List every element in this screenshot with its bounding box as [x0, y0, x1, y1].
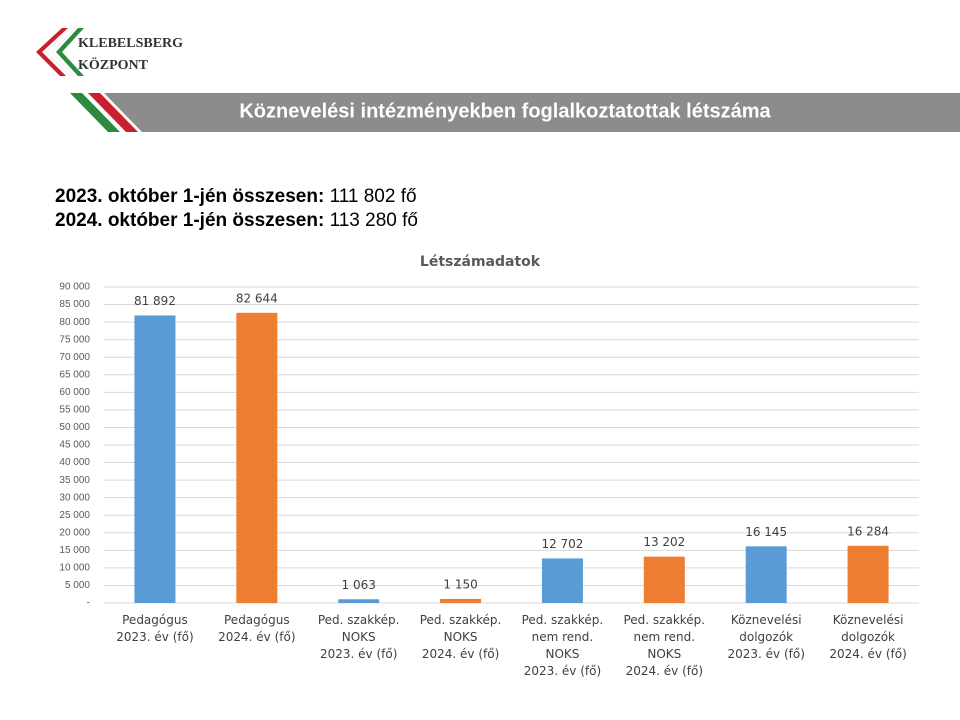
data-label: 16 145 — [745, 525, 787, 539]
logo-text: KÖZPONT — [78, 56, 149, 73]
y-tick-label: 55 000 — [59, 405, 90, 416]
summary-line: 2023. október 1-jén összesen: 111 802 fő — [55, 186, 417, 208]
bar — [440, 598, 482, 603]
x-tick-label: Pedagógus 2024. év (fő) — [218, 613, 296, 644]
bar — [847, 545, 889, 603]
logo-text: KLEBELSBERG — [78, 36, 183, 51]
data-label: 13 202 — [643, 535, 685, 549]
y-tick-label: 40 000 — [59, 457, 90, 468]
y-tick-label: 30 000 — [59, 492, 90, 503]
y-tick-label: 90 000 — [59, 282, 90, 293]
summary-value: 111 802 fő — [329, 186, 417, 207]
bar — [338, 599, 380, 603]
bar — [745, 546, 787, 603]
y-tick-label: 15 000 — [59, 545, 90, 556]
x-tick-label: Köznevelési dolgozók 2023. év (fő) — [727, 613, 805, 661]
data-label: 12 702 — [541, 537, 583, 551]
summary-label: 2024. október 1-jén összesen: — [55, 210, 325, 231]
y-tick-label: 45 000 — [59, 440, 90, 451]
summary-value: 113 280 fő — [329, 210, 418, 231]
x-tick-label: Ped. szakkép. nem rend. NOKS 2023. év (f… — [521, 613, 604, 678]
data-label: 1 063 — [342, 578, 376, 592]
y-tick-label: 35 000 — [59, 475, 90, 486]
x-tick-label: Ped. szakkép. NOKS 2024. év (fő) — [419, 613, 502, 661]
logo-mark — [36, 27, 84, 77]
x-tick-label: Pedagógus 2023. év (fő) — [116, 613, 194, 644]
header-stripes — [70, 93, 960, 132]
y-tick-label: 20 000 — [59, 527, 90, 538]
x-tick-label: Ped. szakkép. nem rend. NOKS 2024. év (f… — [623, 613, 706, 678]
bar — [134, 315, 176, 603]
y-tick-label: 65 000 — [59, 369, 90, 380]
y-tick-label: 80 000 — [59, 317, 90, 328]
y-tick-label: 75 000 — [59, 334, 90, 345]
data-label: 16 284 — [847, 524, 889, 538]
y-tick-label: 50 000 — [59, 422, 90, 433]
data-label: 81 892 — [134, 294, 176, 308]
y-tick-label: 5 000 — [65, 580, 90, 591]
bar — [541, 558, 583, 603]
x-tick-label: Köznevelési dolgozók 2024. év (fő) — [829, 613, 907, 661]
header-title: Köznevelési intézményekben foglalkoztato… — [239, 100, 771, 122]
bar — [236, 312, 278, 603]
y-tick-label: 60 000 — [59, 387, 90, 398]
x-tick-label: Ped. szakkép. NOKS 2023. év (fő) — [317, 613, 400, 661]
y-tick-label: 25 000 — [59, 510, 90, 521]
y-tick-label: 10 000 — [59, 563, 90, 574]
y-tick-label: 70 000 — [59, 352, 90, 363]
summary-label: 2023. október 1-jén összesen: — [55, 186, 325, 207]
summary-line: 2024. október 1-jén összesen: 113 280 fő — [55, 210, 418, 232]
data-label: 82 644 — [236, 291, 278, 305]
chart-title: Létszámadatok — [420, 254, 541, 270]
y-tick-label: - — [87, 598, 90, 609]
y-tick-label: 85 000 — [59, 299, 90, 310]
bar — [643, 556, 685, 603]
data-label: 1 150 — [443, 577, 477, 591]
